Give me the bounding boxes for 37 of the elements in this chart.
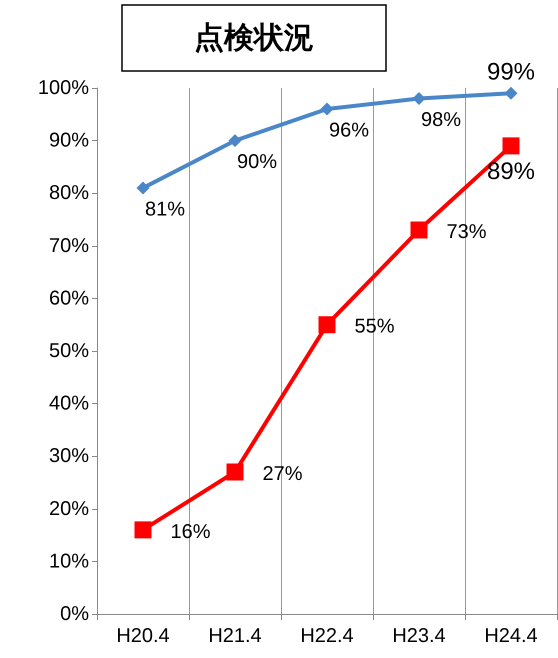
x-tick-label: H23.4 (392, 625, 446, 647)
x-tick-label: H24.4 (484, 625, 538, 647)
x-tick-label: H21.4 (208, 625, 262, 647)
y-tick-label: 0% (60, 603, 90, 625)
y-tick-label: 70% (48, 234, 90, 257)
point (502, 137, 520, 154)
y-tick-label: 10% (48, 550, 90, 572)
point (226, 463, 244, 480)
point (320, 102, 334, 116)
data-label: 90% (236, 151, 278, 174)
y-tick-label: 30% (48, 445, 90, 468)
data-label: 89% (486, 158, 536, 185)
data-label: 96% (328, 120, 370, 142)
y-tick-label: 60% (48, 287, 90, 310)
y-tick-label: 90% (48, 130, 90, 152)
chart-title: 点検状況 (194, 22, 314, 54)
data-label: 27% (262, 462, 303, 485)
point (134, 521, 152, 538)
data-label: 55% (354, 316, 395, 338)
data-label: 16% (170, 520, 211, 543)
data-label: 98% (420, 109, 462, 132)
y-tick-label: 50% (48, 340, 90, 362)
point (136, 181, 150, 194)
y-tick-label: 100% (38, 77, 90, 99)
point (412, 92, 426, 106)
data-label: 81% (144, 198, 186, 220)
data-label: 99% (486, 58, 536, 86)
y-tick-label: 80% (48, 182, 90, 204)
point (228, 134, 242, 148)
data-label: 73% (446, 221, 487, 244)
x-tick-label: H22.4 (300, 625, 354, 647)
point (318, 316, 336, 334)
point (504, 86, 518, 100)
y-tick-label: 20% (48, 498, 90, 520)
point (410, 222, 428, 239)
y-tick-label: 40% (48, 392, 90, 415)
x-tick-label: H20.4 (116, 625, 170, 647)
